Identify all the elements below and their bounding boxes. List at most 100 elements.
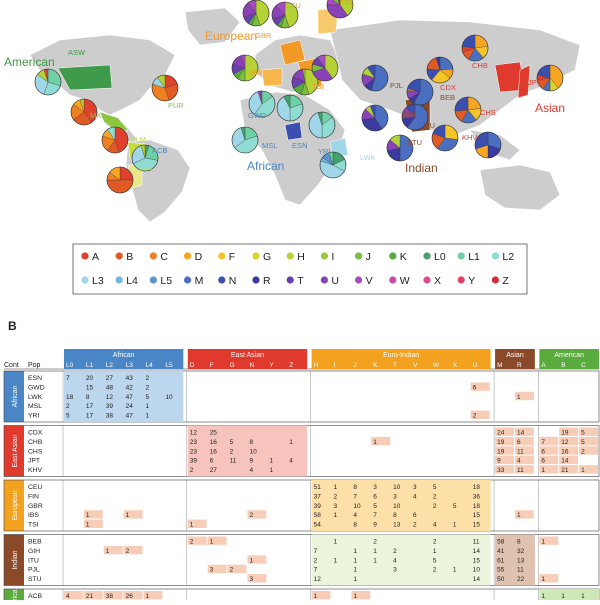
block-cont-label: Indian bbox=[12, 550, 19, 569]
legend-swatch bbox=[389, 252, 397, 260]
legend-swatch bbox=[149, 276, 157, 284]
region-label-european: European bbox=[205, 29, 257, 43]
cross-cell-shade bbox=[579, 446, 598, 455]
column-header-j: J bbox=[353, 362, 356, 369]
legend-item-l4: L4 bbox=[115, 275, 138, 287]
cell-value: 3 bbox=[393, 493, 397, 500]
pop-label-beb: BEB bbox=[440, 93, 455, 102]
cell-value: 10 bbox=[353, 503, 361, 510]
group-header-african: African L0 L1 L2 L3 L4 L5 bbox=[64, 349, 184, 369]
cell-value: 3 bbox=[373, 484, 377, 491]
cell-value: 36 bbox=[473, 493, 481, 500]
cell-value: 14 bbox=[473, 548, 481, 555]
block-cont-label: American bbox=[12, 586, 19, 600]
cell-value: 5 bbox=[373, 503, 377, 510]
cell-value: 2 bbox=[190, 467, 194, 474]
cell-value: 16 bbox=[210, 439, 218, 446]
table-row-tsi: TSI 1 1 54 8 9 13 2 4 1 15 bbox=[28, 519, 480, 529]
cell-value: 6 bbox=[541, 448, 545, 455]
table-row-gwd: GWD 15 48 42 2 6 bbox=[28, 382, 490, 391]
cell-value: 43 bbox=[126, 375, 134, 382]
cell-value: 1 bbox=[334, 512, 338, 519]
cell-value: 10 bbox=[165, 394, 173, 401]
pie-itu bbox=[401, 103, 429, 131]
pop-label-gbr: GBR bbox=[255, 31, 272, 40]
cell-value: 1 bbox=[541, 539, 545, 546]
cross-cell-shade bbox=[123, 545, 143, 555]
row-pop-label: KHV bbox=[28, 467, 42, 474]
usa-highlight bbox=[57, 64, 113, 91]
legend-label: B bbox=[126, 251, 133, 263]
region-label-american: American bbox=[4, 55, 55, 69]
pie-msl bbox=[231, 126, 259, 154]
cell-value: 19 bbox=[561, 430, 569, 437]
cell-value: 1 bbox=[86, 512, 90, 519]
block-frame bbox=[3, 370, 600, 423]
cross-cell-shade bbox=[371, 436, 391, 446]
legend-swatch bbox=[286, 252, 294, 260]
legend-swatch bbox=[491, 252, 499, 260]
cross-cell-shade bbox=[579, 465, 598, 474]
legend-item-v: V bbox=[355, 275, 373, 287]
cell-value: 6 bbox=[210, 458, 214, 465]
block-cont-label: African bbox=[12, 386, 19, 408]
row-pop-label: GWD bbox=[28, 384, 45, 391]
cell-value: 7 bbox=[541, 439, 545, 446]
legend-label: L2 bbox=[502, 251, 514, 263]
pie-outline bbox=[326, 0, 354, 19]
legend-label: K bbox=[400, 251, 407, 263]
cross-cell-shade bbox=[514, 465, 534, 474]
cell-value: 6 bbox=[413, 512, 417, 519]
pie-stu bbox=[386, 134, 414, 162]
row-pop-label: STU bbox=[28, 576, 42, 583]
legend-item-k: K bbox=[389, 251, 407, 263]
table-row-yri: YRI 5 17 38 47 1 2 bbox=[28, 410, 490, 420]
table-row-fin: FIN 37 2 7 6 3 4 2 36 bbox=[28, 493, 480, 500]
cell-value: 39 bbox=[106, 403, 114, 410]
cell-value: 11 bbox=[517, 467, 524, 474]
cell-value: 32 bbox=[517, 548, 525, 555]
cell-value: 2 bbox=[230, 567, 234, 574]
pop-label-ibs: IBS bbox=[250, 68, 262, 77]
column-header-c: C bbox=[581, 362, 586, 369]
haplogroup-count-table: Cont Pop African L0 L1 L2 L3 L4 L5 East Asian D F G N… bbox=[3, 349, 600, 605]
cell-value: 1 bbox=[269, 458, 273, 465]
cell-value: 19 bbox=[497, 448, 505, 455]
cell-value: 39 bbox=[314, 503, 322, 510]
region-labels: American European African Indian Asian bbox=[4, 29, 565, 175]
column-header-z: Z bbox=[289, 362, 293, 369]
row-pop-label: PJL bbox=[28, 567, 40, 574]
legend-item-u: U bbox=[320, 275, 339, 287]
column-header-a: A bbox=[541, 362, 546, 369]
pie-outline bbox=[361, 64, 389, 92]
cross-cell-shade bbox=[207, 536, 227, 545]
cross-cell-shade bbox=[514, 455, 534, 465]
cell-value: 22 bbox=[517, 576, 525, 583]
pie-asw bbox=[34, 68, 62, 96]
cell-value: 3 bbox=[249, 576, 253, 583]
legend-label: G bbox=[263, 251, 271, 263]
cell-value: 2 bbox=[249, 512, 253, 519]
legend-item-l5: L5 bbox=[149, 275, 172, 287]
cell-value: 6 bbox=[373, 493, 377, 500]
cell-value: 23 bbox=[190, 439, 198, 446]
legend-label: T bbox=[297, 275, 304, 287]
cross-cell-shade bbox=[539, 455, 559, 465]
table-head-cont: Cont bbox=[4, 362, 19, 369]
cell-value: 1 bbox=[373, 557, 377, 564]
pie-outline bbox=[406, 78, 434, 106]
pie-outline bbox=[242, 0, 270, 27]
pie-outline bbox=[34, 68, 62, 96]
cell-value: 1 bbox=[314, 593, 318, 600]
cell-value: 61 bbox=[497, 557, 505, 564]
cell-value: 16 bbox=[561, 448, 569, 455]
cell-value: 1 bbox=[517, 512, 521, 519]
group-header-bg bbox=[187, 349, 308, 369]
cell-value: 10 bbox=[393, 503, 401, 510]
pie-esn bbox=[276, 94, 304, 122]
legend-label: L4 bbox=[126, 275, 138, 287]
pie-chs bbox=[454, 96, 482, 124]
cross-cell-shade bbox=[187, 536, 207, 545]
cross-cell-shade bbox=[559, 446, 579, 455]
